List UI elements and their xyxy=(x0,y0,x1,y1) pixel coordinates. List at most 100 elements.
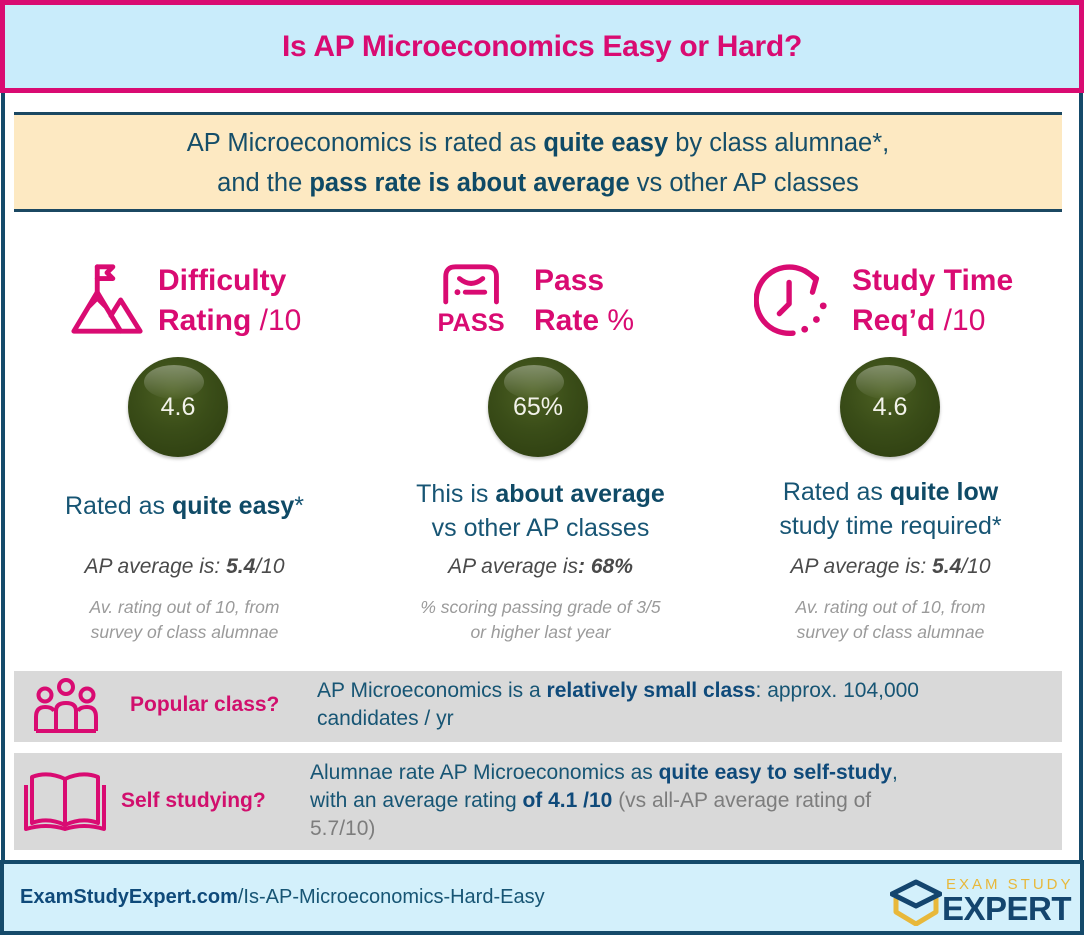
pass-rate-note: % scoring passing grade of 3/5 or higher… xyxy=(368,595,713,645)
popular-class-text: AP Microeconomics is a relatively small … xyxy=(317,677,919,733)
bar-comparison: 5.7/10) xyxy=(310,817,376,840)
pass-rate-verdict: This is about average vs other AP classe… xyxy=(368,477,713,545)
popular-class-label: Popular class? xyxy=(130,693,280,716)
pass-rate-column: PASS Pass Rate % 65% This is about avera… xyxy=(368,245,713,655)
study-time-heading: Study Time Req’d /10 xyxy=(718,253,1063,343)
clock-arrow-icon xyxy=(754,264,827,337)
summary-text: and the xyxy=(217,169,310,197)
summary-line-2: and the pass rate is about average vs ot… xyxy=(14,163,1062,203)
note-line: % scoring passing grade of 3/5 xyxy=(420,597,661,617)
logo-main-text: EXPERT xyxy=(942,890,1072,927)
summary-text: by class alumnae*, xyxy=(668,129,890,157)
title-word: Difficulty xyxy=(158,264,287,297)
avg-label: AP average is xyxy=(448,555,579,578)
verdict-highlight: about average xyxy=(495,480,665,508)
bar-text: Alumnae rate AP Microeconomics as xyxy=(310,761,659,784)
summary-banner: AP Microeconomics is rated as quite easy… xyxy=(14,112,1062,212)
verdict-text: vs other AP classes xyxy=(431,514,650,542)
summary-highlight: quite easy xyxy=(543,129,669,157)
verdict-text: Rated as xyxy=(782,478,890,506)
pass-rate-title: Pass Rate % xyxy=(534,261,634,341)
title-word: Pass xyxy=(534,264,605,297)
note-line: Av. rating out of 10, from xyxy=(89,597,280,617)
verdict-text: * xyxy=(294,492,305,520)
title-word: Study Time xyxy=(852,264,1014,297)
study-time-ap-average: AP average is: 5.4/10 xyxy=(718,555,1063,579)
title-word: Rating xyxy=(158,304,252,337)
note-line: survey of class alumnae xyxy=(796,622,985,642)
bar-highlight: quite easy to self-study xyxy=(658,761,892,784)
study-time-ball: 4.6 xyxy=(840,357,940,457)
url-domain: ExamStudyExpert.com xyxy=(20,886,238,908)
study-time-score: 4.6 xyxy=(872,392,908,421)
verdict-text: This is xyxy=(416,480,496,508)
bar-highlight: of 4.1 /10 xyxy=(522,789,613,812)
bar-text: : approx. 104,000 xyxy=(755,679,919,702)
pass-rate-ball: 65% xyxy=(488,357,588,457)
self-study-bar: Self studying? Alumnae rate AP Microecon… xyxy=(14,753,1062,850)
verdict-text: Rated as xyxy=(64,492,172,520)
graduation-cap-icon xyxy=(890,879,942,926)
title-word: Req’d xyxy=(852,304,936,337)
avg-label: AP average is: xyxy=(790,555,933,578)
open-book-icon xyxy=(24,772,106,831)
difficulty-note: Av. rating out of 10, from survey of cla… xyxy=(12,595,357,645)
verdict-highlight: quite easy xyxy=(172,492,295,520)
mountain-flag-icon xyxy=(71,264,143,334)
right-border xyxy=(1079,90,1083,935)
difficulty-column: Difficulty Rating /10 4.6 Rated as quite… xyxy=(12,245,357,655)
bar-text: , xyxy=(892,761,898,784)
difficulty-score: 4.6 xyxy=(160,392,196,421)
title-word: Rate xyxy=(534,304,600,337)
url-path: /Is-AP-Microeconomics-Hard-Easy xyxy=(237,886,545,908)
note-line: survey of class alumnae xyxy=(90,622,279,642)
verdict-text: study time required* xyxy=(779,512,1002,540)
bar-highlight: relatively small class xyxy=(546,679,756,702)
header: Is AP Microeconomics Easy or Hard? xyxy=(0,0,1084,93)
self-study-label: Self studying? xyxy=(121,789,266,812)
title-unit: /10 xyxy=(251,304,302,337)
study-time-note: Av. rating out of 10, from survey of cla… xyxy=(718,595,1063,645)
difficulty-heading: Difficulty Rating /10 xyxy=(12,253,357,343)
people-group-icon xyxy=(34,678,98,733)
exam-study-expert-logo: EXAM STUDY EXPERT xyxy=(890,874,1076,930)
summary-line-1: AP Microeconomics is rated as quite easy… xyxy=(14,123,1062,163)
logo-top-text: EXAM STUDY xyxy=(946,876,1074,893)
popular-class-bar: Popular class? AP Microeconomics is a re… xyxy=(14,671,1062,742)
left-border xyxy=(1,90,5,935)
bar-text: AP Microeconomics is a xyxy=(317,679,547,702)
difficulty-ap-average: AP average is: 5.4/10 xyxy=(12,555,357,579)
bar-text: candidates / yr xyxy=(317,707,454,730)
svg-text:PASS: PASS xyxy=(438,309,505,337)
avg-value: 5.4 xyxy=(932,555,962,578)
pass-badge-icon: PASS xyxy=(438,264,505,337)
avg-label: AP average is: xyxy=(84,555,227,578)
summary-text: vs other AP classes xyxy=(629,169,859,197)
note-line: or higher last year xyxy=(470,622,611,642)
title-unit: /10 xyxy=(935,304,986,337)
difficulty-verdict: Rated as quite easy* xyxy=(12,489,357,523)
avg-suffix: /10 xyxy=(961,555,991,578)
avg-suffix: /10 xyxy=(255,555,285,578)
note-line: Av. rating out of 10, from xyxy=(795,597,986,617)
difficulty-title: Difficulty Rating /10 xyxy=(158,261,301,341)
footer-url-link[interactable]: ExamStudyExpert.com/Is-AP-Microeconomics… xyxy=(20,886,545,909)
difficulty-score-ball: 4.6 xyxy=(128,357,228,457)
page-title: Is AP Microeconomics Easy or Hard? xyxy=(282,29,802,63)
pass-rate-ap-average: AP average is: 68% xyxy=(368,555,713,579)
title-unit: % xyxy=(599,304,635,337)
pass-rate-value: 65% xyxy=(512,392,564,421)
study-time-verdict: Rated as quite low study time required* xyxy=(718,475,1063,543)
pass-rate-heading: PASS Pass Rate % xyxy=(368,253,713,343)
bar-text: with an average rating xyxy=(310,789,523,812)
study-time-column: Study Time Req’d /10 4.6 Rated as quite … xyxy=(718,245,1063,655)
avg-value: 5.4 xyxy=(226,555,256,578)
summary-text: AP Microeconomics is rated as xyxy=(186,129,544,157)
avg-value: : 68% xyxy=(578,555,633,578)
bar-comparison: (vs all-AP average rating of xyxy=(612,789,872,812)
verdict-highlight: quite low xyxy=(889,478,999,506)
footer: ExamStudyExpert.com/Is-AP-Microeconomics… xyxy=(0,860,1084,935)
summary-highlight: pass rate is about average xyxy=(309,169,630,197)
self-study-text: Alumnae rate AP Microeconomics as quite … xyxy=(310,759,898,843)
